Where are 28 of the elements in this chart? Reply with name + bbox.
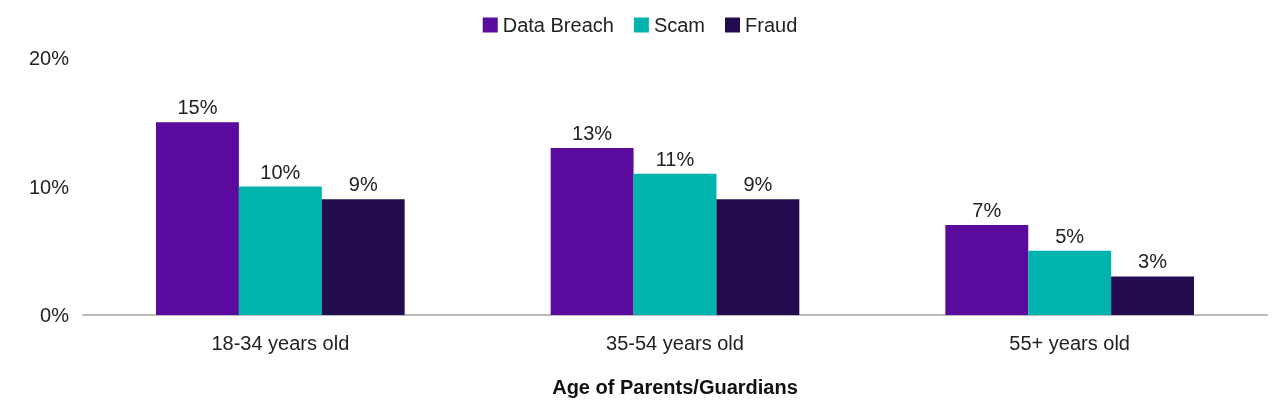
x-tick-label: 55+ years old bbox=[1009, 332, 1130, 354]
data-label: 15% bbox=[177, 96, 218, 119]
bar bbox=[550, 147, 634, 315]
y-tick-label: 0% bbox=[40, 304, 70, 326]
legend-label: Scam bbox=[653, 14, 706, 36]
bar bbox=[716, 199, 800, 315]
bar bbox=[156, 122, 239, 315]
legend-label: Data Breach bbox=[502, 14, 614, 36]
y-tick-label: 20% bbox=[28, 47, 70, 69]
x-tick-label: 18-34 years old bbox=[211, 332, 350, 354]
bar bbox=[321, 199, 405, 315]
data-label: 10% bbox=[260, 160, 301, 183]
data-label: 5% bbox=[1055, 224, 1085, 247]
bar bbox=[1111, 276, 1194, 315]
y-tick-label: 10% bbox=[28, 175, 70, 198]
bar bbox=[945, 225, 1029, 315]
bar bbox=[633, 173, 717, 315]
bar bbox=[238, 186, 322, 315]
x-axis-title: Age of Parents/Guardians bbox=[552, 376, 798, 398]
x-tick-label: 35-54 years old bbox=[606, 332, 744, 354]
data-label: 11% bbox=[655, 147, 695, 170]
data-label: 9% bbox=[348, 173, 378, 196]
bar bbox=[1028, 250, 1112, 315]
legend-label: Fraud bbox=[745, 14, 798, 36]
data-label: 9% bbox=[743, 173, 773, 196]
data-label: 13% bbox=[572, 121, 613, 144]
data-label: 3% bbox=[1138, 250, 1168, 273]
data-label: 7% bbox=[972, 199, 1002, 222]
